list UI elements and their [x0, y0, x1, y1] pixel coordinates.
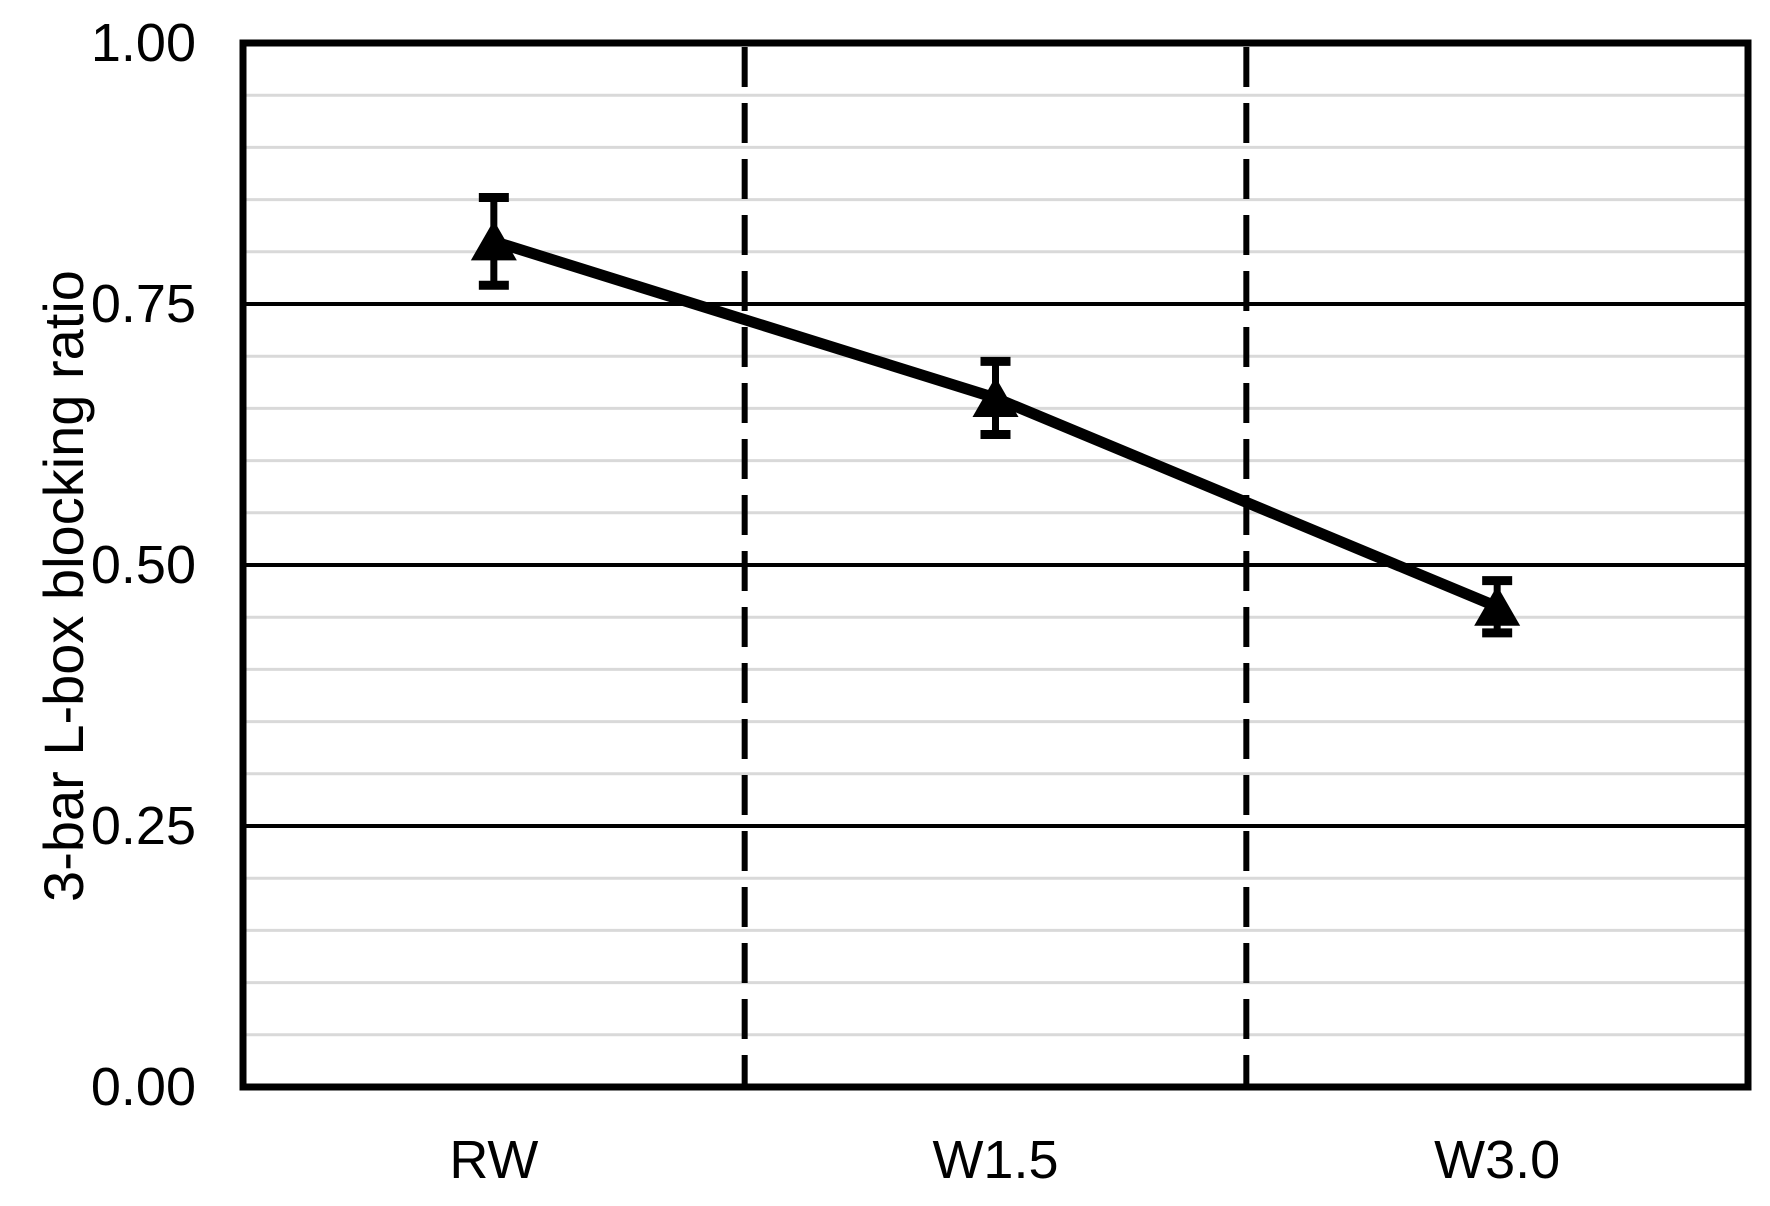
data-point-marker [972, 376, 1019, 417]
data-point-marker [1474, 585, 1521, 626]
y-tick-label: 0.50 [90, 535, 196, 595]
y-tick-label: 1.00 [90, 13, 196, 73]
y-tick-label: 0.00 [90, 1057, 196, 1117]
x-category-label: W1.5 [932, 1130, 1059, 1190]
plot-border [239, 39, 1752, 1091]
data-point-marker [470, 220, 517, 261]
y-tick-label: 0.25 [90, 796, 196, 856]
x-category-label: W3.0 [1434, 1130, 1561, 1190]
y-tick-label: 0.75 [90, 274, 196, 334]
x-category-label: RW [449, 1130, 539, 1190]
